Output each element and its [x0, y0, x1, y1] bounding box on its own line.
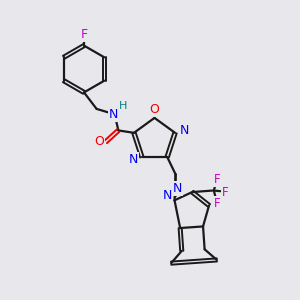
- Text: F: F: [80, 28, 88, 41]
- Text: F: F: [214, 173, 221, 186]
- Text: H: H: [118, 101, 127, 111]
- Text: N: N: [129, 153, 138, 166]
- Text: N: N: [213, 199, 222, 212]
- Text: O: O: [94, 135, 104, 148]
- Text: F: F: [222, 186, 229, 199]
- Text: N: N: [108, 108, 118, 121]
- Text: N: N: [172, 182, 182, 195]
- Text: N: N: [163, 189, 172, 202]
- Text: O: O: [150, 103, 159, 116]
- Text: F: F: [214, 197, 221, 210]
- Text: N: N: [179, 124, 189, 137]
